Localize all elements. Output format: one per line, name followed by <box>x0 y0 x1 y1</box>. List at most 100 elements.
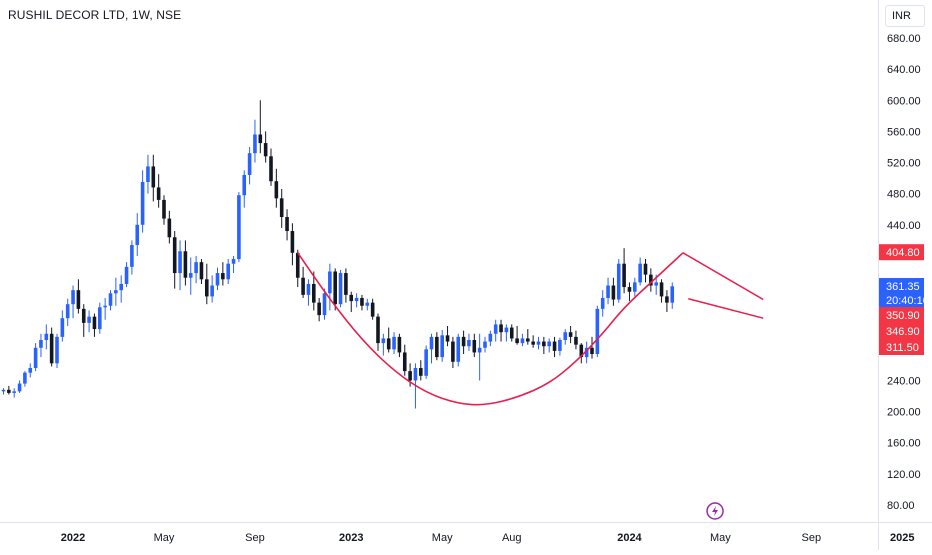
time-axis-tick-label: May <box>710 532 731 544</box>
candle-up <box>17 383 22 392</box>
candle-down <box>162 199 166 219</box>
candle-up <box>606 285 610 298</box>
candle-down <box>397 336 402 353</box>
candle-down <box>279 198 284 218</box>
candle-up <box>483 341 487 348</box>
time-axis-tick-label: Aug <box>502 532 522 544</box>
candle-down <box>509 327 514 339</box>
price-tag <box>879 244 924 261</box>
candle-up <box>563 332 568 340</box>
candle-up <box>429 336 434 350</box>
price-tag <box>879 323 924 339</box>
currency-selector[interactable]: INR <box>885 5 925 27</box>
candle-up <box>493 324 498 334</box>
candle-up <box>130 245 134 267</box>
candle-down <box>445 335 450 342</box>
price-axis-tick-label: 120.00 <box>887 469 921 481</box>
candle-down <box>156 187 161 200</box>
candle-down <box>665 296 669 303</box>
candle-down <box>461 336 466 347</box>
candle-down <box>408 371 412 381</box>
price-axis-tick-label: 560.00 <box>887 126 921 138</box>
candle-down <box>659 282 664 297</box>
candle-up <box>98 307 102 330</box>
price-axis-tick-label: 680.00 <box>887 33 921 45</box>
candle-up <box>23 372 27 384</box>
candle-up <box>103 305 107 308</box>
candle-up <box>178 251 182 274</box>
candle-up <box>584 347 589 358</box>
candle-up <box>188 273 193 278</box>
candle-down <box>552 341 557 351</box>
candle-up <box>654 282 658 286</box>
candle-up <box>44 333 49 340</box>
candle-down <box>643 263 648 275</box>
handle-channel-lower[interactable] <box>688 298 764 319</box>
candle-down <box>435 336 439 358</box>
candle-up <box>55 336 59 364</box>
candle-down <box>49 333 54 364</box>
candle-up <box>365 302 370 306</box>
candle-up <box>488 333 493 342</box>
candle-down <box>499 324 503 333</box>
candle-up <box>633 282 637 292</box>
candle-up <box>392 336 396 350</box>
candle-up <box>595 308 600 355</box>
candle-up <box>520 338 525 344</box>
price-tag-label: 311.50 <box>886 342 919 354</box>
price-axis-tick-label: 480.00 <box>887 189 921 201</box>
candle-up <box>60 318 65 337</box>
candle-up <box>504 327 509 333</box>
candle-up <box>124 266 129 284</box>
candle-up <box>39 339 43 348</box>
candle-up <box>87 316 91 323</box>
candle-down <box>370 302 375 317</box>
candle-up <box>247 153 252 175</box>
time-axis-tick-label: 2023 <box>339 532 363 544</box>
candle-up <box>12 391 16 393</box>
candle-down <box>622 263 626 288</box>
candle-down <box>263 143 268 157</box>
candle-up <box>226 263 230 280</box>
candle-up <box>306 283 311 295</box>
candle-up <box>231 259 236 264</box>
time-axis-tick-label: Sep <box>245 532 265 544</box>
price-tag <box>879 278 924 309</box>
candle-down <box>151 166 156 188</box>
candle-up <box>253 134 257 154</box>
time-axis-tick-label: 2022 <box>61 532 85 544</box>
candle-down <box>258 134 263 144</box>
candle-up <box>547 341 551 347</box>
candle-up <box>600 297 605 309</box>
candle-down <box>274 181 279 199</box>
candle-down <box>574 336 578 345</box>
candle-down <box>333 271 337 305</box>
candle-up <box>354 297 359 302</box>
price-axis-tick-label: 160.00 <box>887 438 921 450</box>
price-axis-tick-label: 80.00 <box>887 500 915 512</box>
candle-down <box>285 217 289 232</box>
lightning-bolt-glyph <box>712 506 719 516</box>
price-tag <box>879 307 924 323</box>
time-axis-tick-label: 2025 <box>890 532 914 544</box>
price-tag-label: 404.80 <box>886 247 920 259</box>
candle-down <box>344 273 348 295</box>
candle-down <box>301 277 305 295</box>
candle-up <box>71 290 75 305</box>
candle-up <box>467 339 471 347</box>
candle-down <box>568 332 573 337</box>
candle-down <box>81 308 86 323</box>
candle-down <box>402 352 407 372</box>
price-tag-label: 361.35 <box>886 281 920 293</box>
candle-up <box>215 273 220 286</box>
handle-channel-upper[interactable] <box>682 252 764 301</box>
chart-title: RUSHIL DECOR LTD, 1W, NSE <box>8 8 182 22</box>
candle-up <box>558 339 562 351</box>
candle-down <box>295 252 300 278</box>
cup-pattern-curve[interactable] <box>297 252 684 406</box>
candle-down <box>317 302 321 316</box>
candle-up <box>114 290 118 294</box>
candle-up <box>135 224 140 246</box>
